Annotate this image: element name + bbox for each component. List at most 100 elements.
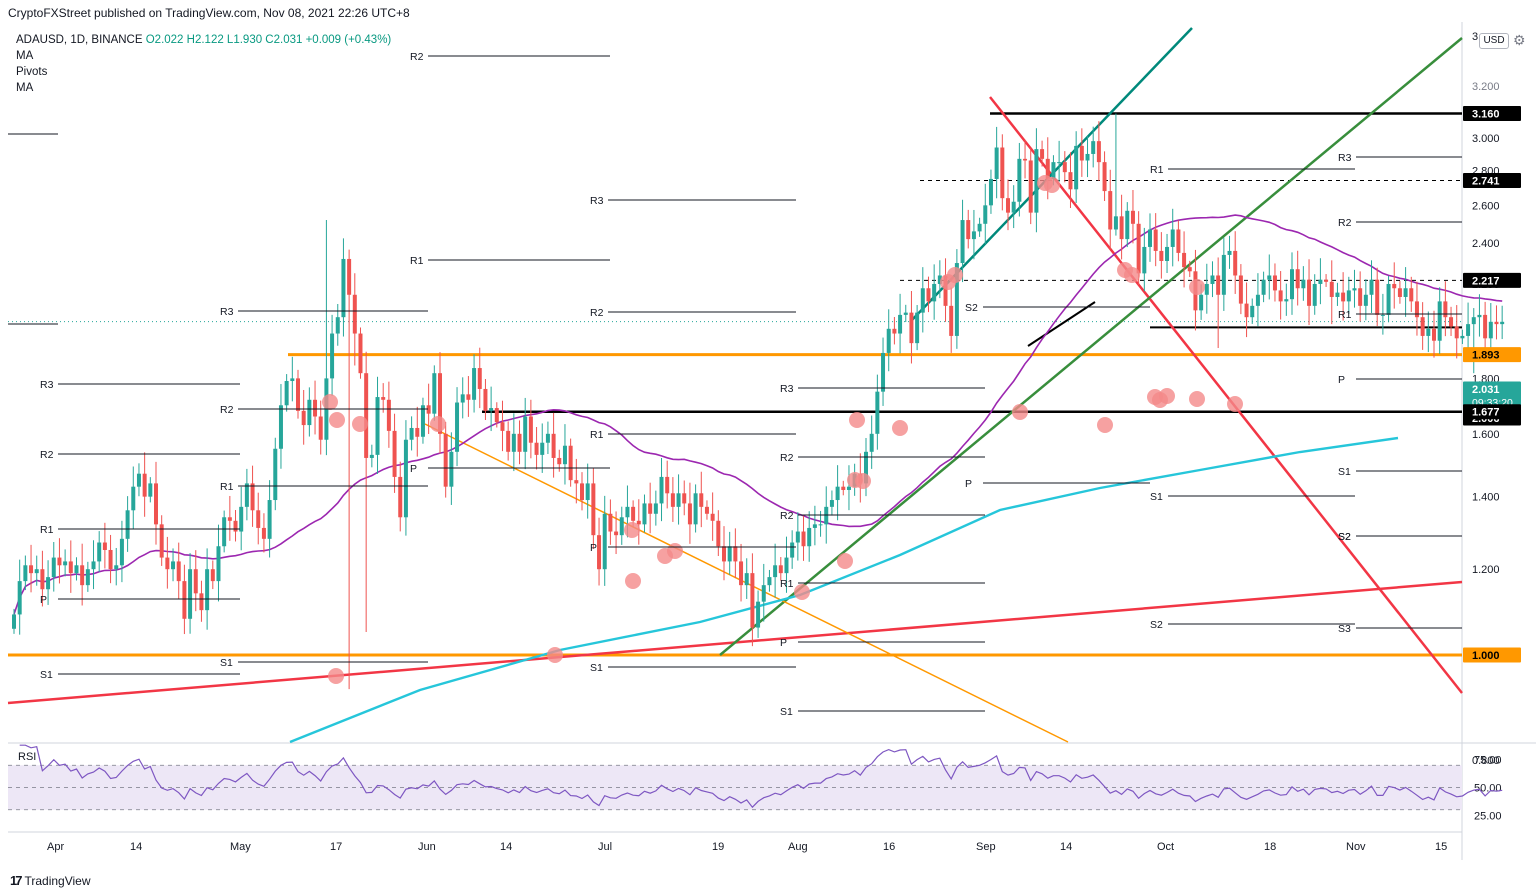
candle-body[interactable]: [290, 378, 295, 382]
candle-body[interactable]: [898, 314, 903, 334]
candle-body[interactable]: [1358, 288, 1363, 306]
candle-body[interactable]: [1267, 275, 1272, 280]
candle-body[interactable]: [1062, 162, 1067, 173]
candle-body[interactable]: [1199, 294, 1204, 311]
candle-body[interactable]: [489, 408, 494, 411]
candle-body[interactable]: [1108, 191, 1113, 230]
candle-body[interactable]: [1449, 317, 1454, 327]
candle-body[interactable]: [1238, 275, 1243, 304]
candle-body[interactable]: [193, 569, 198, 594]
candle-body[interactable]: [1011, 201, 1016, 213]
candle-body[interactable]: [704, 506, 709, 514]
candle-body[interactable]: [1278, 290, 1283, 302]
candle-body[interactable]: [477, 368, 482, 389]
candle-body[interactable]: [398, 476, 403, 518]
candle-body[interactable]: [557, 457, 562, 465]
candle-body[interactable]: [233, 520, 238, 532]
candle-body[interactable]: [1403, 288, 1408, 297]
candle-body[interactable]: [1136, 223, 1141, 274]
candle-body[interactable]: [517, 433, 522, 452]
candle-body[interactable]: [1375, 279, 1380, 315]
candle-body[interactable]: [1119, 216, 1124, 240]
candle-body[interactable]: [506, 430, 511, 452]
candle-body[interactable]: [261, 527, 266, 539]
candle-body[interactable]: [114, 565, 119, 570]
candle-body[interactable]: [284, 381, 289, 406]
candle-body[interactable]: [886, 328, 891, 353]
candle-body[interactable]: [165, 557, 170, 570]
candle-body[interactable]: [136, 473, 141, 487]
candle-body[interactable]: [250, 483, 255, 511]
candle-body[interactable]: [670, 493, 675, 507]
candle-body[interactable]: [381, 397, 386, 400]
candle-body[interactable]: [625, 506, 630, 518]
candle-body[interactable]: [420, 405, 425, 437]
candle-body[interactable]: [591, 483, 596, 536]
candle-body[interactable]: [1392, 283, 1397, 289]
candle-body[interactable]: [1341, 292, 1346, 302]
candle-body[interactable]: [807, 527, 812, 547]
candle-body[interactable]: [34, 569, 39, 574]
candle-body[interactable]: [443, 433, 448, 487]
candle-body[interactable]: [1272, 275, 1277, 291]
candle-body[interactable]: [455, 402, 460, 452]
candle-body[interactable]: [171, 561, 176, 570]
candle-body[interactable]: [1477, 314, 1482, 318]
candle-body[interactable]: [676, 493, 681, 507]
candle-body[interactable]: [278, 405, 283, 449]
candle-body[interactable]: [318, 416, 323, 440]
candle-body[interactable]: [1307, 279, 1312, 306]
candle-body[interactable]: [1023, 158, 1028, 161]
candle-body[interactable]: [1432, 328, 1436, 341]
candle-body[interactable]: [1227, 250, 1232, 255]
candle-body[interactable]: [824, 506, 829, 525]
candle-body[interactable]: [932, 283, 937, 302]
candle-body[interactable]: [909, 312, 914, 344]
candle-body[interactable]: [1250, 305, 1255, 318]
candle-body[interactable]: [875, 391, 880, 434]
candle-body[interactable]: [1006, 198, 1010, 213]
candle-body[interactable]: [358, 333, 363, 374]
candle-body[interactable]: [744, 573, 749, 586]
candle-body[interactable]: [1318, 279, 1323, 284]
candle-body[interactable]: [1057, 162, 1062, 164]
candle-body[interactable]: [1324, 279, 1329, 282]
candle-body[interactable]: [1204, 283, 1209, 295]
candle-body[interactable]: [977, 223, 982, 232]
candle-body[interactable]: [915, 312, 920, 344]
candle-body[interactable]: [97, 542, 102, 562]
candle-body[interactable]: [1284, 299, 1289, 302]
candle-body[interactable]: [1369, 279, 1374, 295]
candle-body[interactable]: [1471, 317, 1476, 325]
candle-body[interactable]: [1329, 281, 1334, 297]
candle-body[interactable]: [1091, 141, 1096, 154]
candle-body[interactable]: [296, 378, 300, 411]
candle-body[interactable]: [1153, 229, 1158, 251]
candle-body[interactable]: [1113, 216, 1118, 230]
candle-body[interactable]: [182, 581, 187, 619]
candle-body[interactable]: [659, 476, 664, 504]
candle-body[interactable]: [1255, 294, 1260, 306]
candle-body[interactable]: [102, 542, 107, 550]
candle-body[interactable]: [511, 433, 516, 452]
candle-body[interactable]: [784, 557, 789, 574]
candle-body[interactable]: [227, 517, 232, 521]
candle-body[interactable]: [1261, 279, 1266, 295]
candle-body[interactable]: [222, 517, 227, 547]
candle-body[interactable]: [330, 333, 335, 379]
candle-body[interactable]: [1363, 294, 1368, 306]
candle-body[interactable]: [1051, 162, 1056, 179]
candle-body[interactable]: [750, 573, 755, 628]
candle-body[interactable]: [341, 258, 346, 318]
candle-body[interactable]: [188, 569, 193, 619]
candle-body[interactable]: [403, 439, 408, 518]
candle-body[interactable]: [1148, 229, 1152, 247]
candle-body[interactable]: [483, 388, 488, 411]
candle-body[interactable]: [432, 373, 437, 414]
candle-body[interactable]: [301, 410, 306, 426]
candle-body[interactable]: [949, 305, 954, 336]
candle-body[interactable]: [631, 506, 636, 521]
candle-body[interactable]: [1074, 145, 1079, 190]
candle-body[interactable]: [1187, 267, 1192, 272]
candle-body[interactable]: [1017, 158, 1022, 202]
